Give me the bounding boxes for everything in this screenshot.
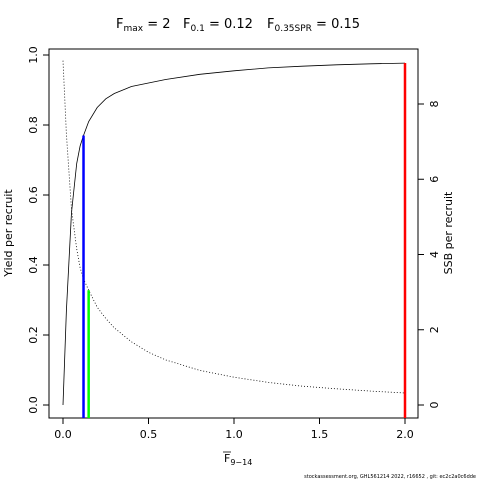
x-axis-label-main: F [224, 452, 230, 465]
title-fspr-label: F [267, 17, 274, 32]
y-left-axis-label: Yield per recruit [2, 189, 15, 278]
title-f01-value: = 0.12 [205, 17, 253, 32]
y-left-axis: 0.0 0.2 0.4 0.6 0.8 1.0 [27, 46, 50, 414]
plot-frame [48, 48, 419, 419]
x-tick-label: 0.5 [140, 428, 158, 441]
series-layer [62, 60, 406, 406]
y-right-tick-label: 8 [428, 101, 441, 108]
title-fmax-value: = 2 [143, 17, 170, 32]
ssb-per-recruit-line [62, 60, 406, 394]
reference-lines [82, 63, 407, 418]
y-left-tick-label: 1.0 [27, 46, 40, 64]
y-right-axis: 0 2 4 6 8 [417, 101, 441, 409]
y-right-tick-label: 0 [428, 402, 441, 409]
y-left-tick-label: 0.0 [27, 396, 40, 414]
title-f01-sub: 0.1 [190, 24, 204, 34]
x-tick-label: 1.5 [311, 428, 329, 441]
y-left-tick-label: 0.4 [27, 256, 40, 274]
x-axis: 0.0 0.5 1.0 1.5 2.0 [54, 417, 414, 441]
y-right-axis-label: SSB per recruit [442, 191, 455, 274]
yield-per-recruit-line [62, 62, 406, 406]
y-left-tick-label: 0.2 [27, 326, 40, 344]
x-tick-label: 2.0 [396, 428, 414, 441]
footer-text: stockassessment.org, GHL561214 2022, r16… [304, 474, 476, 480]
y-right-tick-label: 6 [428, 176, 441, 183]
x-axis-label-sub: 9−14 [230, 458, 252, 467]
x-tick-label: 1.0 [225, 428, 243, 441]
title-fspr-value: = 0.15 [312, 17, 360, 32]
y-left-tick-label: 0.8 [27, 116, 40, 134]
title-fspr-sub: 0.35SPR [274, 24, 311, 34]
title-fmax-sub: max [123, 24, 143, 34]
x-axis-label: F9−14 [224, 452, 252, 467]
y-right-tick-label: 2 [428, 326, 441, 333]
title-f01-label: F [183, 17, 190, 32]
x-tick-label: 0.0 [54, 428, 72, 441]
y-right-tick-label: 4 [428, 251, 441, 258]
y-left-tick-label: 0.6 [27, 186, 40, 204]
title-fmax-label: F [116, 17, 123, 32]
chart-title: Fmax = 2 F0.1 = 0.12 F0.35SPR = 0.15 [116, 17, 360, 34]
